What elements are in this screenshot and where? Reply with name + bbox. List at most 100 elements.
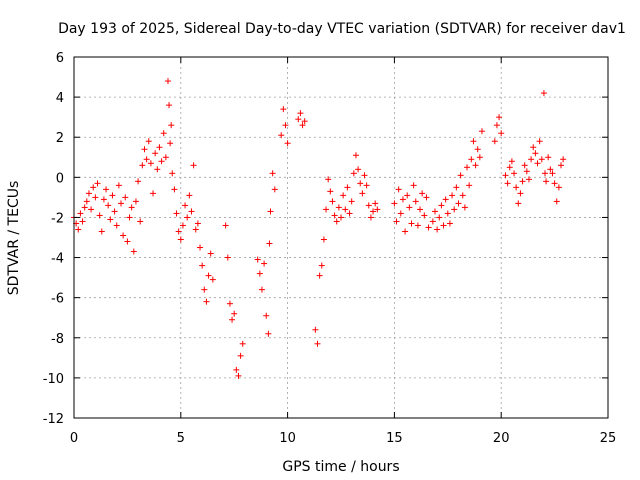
data-point	[355, 166, 362, 173]
data-point	[85, 190, 92, 197]
data-point	[179, 222, 186, 229]
data-point	[107, 216, 114, 223]
data-point	[335, 204, 342, 211]
x-tick-label: 10	[279, 431, 296, 446]
y-tick-label: -10	[43, 372, 64, 387]
data-point	[141, 146, 148, 153]
data-point	[92, 194, 99, 201]
data-point	[348, 198, 355, 205]
data-point	[333, 218, 340, 225]
data-point	[162, 154, 169, 161]
data-point	[205, 272, 212, 279]
data-point	[519, 178, 526, 185]
data-point	[111, 208, 118, 215]
data-point	[541, 170, 548, 177]
data-point	[502, 172, 509, 179]
data-point	[231, 310, 238, 317]
data-point	[175, 228, 182, 235]
data-point	[551, 180, 558, 187]
data-point	[513, 184, 520, 191]
data-point	[280, 106, 287, 113]
data-point	[419, 190, 426, 197]
data-point	[423, 194, 430, 201]
data-point	[474, 146, 481, 153]
data-point	[98, 228, 105, 235]
data-point	[254, 256, 261, 263]
data-point	[372, 200, 379, 207]
data-point	[269, 170, 276, 177]
data-point	[266, 240, 273, 247]
data-point	[130, 248, 137, 255]
x-tick-label: 5	[177, 431, 185, 446]
data-point	[229, 316, 236, 323]
data-point	[534, 160, 541, 167]
y-tick-label: 4	[56, 91, 64, 106]
data-point	[267, 208, 274, 215]
data-point	[156, 144, 163, 151]
data-point	[408, 220, 415, 227]
data-point	[417, 206, 424, 213]
data-point	[222, 222, 229, 229]
data-point	[190, 162, 197, 169]
data-point	[395, 186, 402, 193]
data-point	[338, 214, 344, 221]
data-point	[126, 214, 133, 221]
data-point	[122, 194, 129, 201]
data-point	[90, 184, 97, 191]
data-point	[367, 214, 374, 221]
data-point	[203, 298, 210, 305]
data-point	[538, 156, 545, 163]
data-point	[476, 154, 483, 161]
data-point	[192, 226, 199, 233]
plot-frame	[73, 56, 609, 419]
data-point	[511, 170, 518, 177]
y-tick-label: -12	[43, 412, 64, 427]
data-point	[135, 178, 142, 185]
data-point	[414, 222, 421, 229]
data-point	[547, 166, 554, 173]
data-point	[434, 226, 441, 233]
data-point	[431, 208, 438, 215]
data-point	[449, 192, 456, 199]
data-point	[361, 172, 368, 179]
data-point	[77, 210, 84, 217]
data-point	[530, 144, 537, 151]
data-point	[325, 176, 332, 183]
data-point	[256, 270, 263, 277]
data-point	[124, 238, 131, 245]
data-point	[194, 220, 201, 227]
data-point	[508, 158, 515, 165]
data-point	[421, 212, 428, 219]
data-point	[370, 208, 377, 215]
data-point	[532, 150, 539, 157]
y-tick-label: -4	[51, 252, 64, 267]
data-point	[299, 122, 306, 129]
data-points	[71, 78, 567, 379]
data-point	[158, 158, 165, 165]
data-point	[115, 182, 122, 189]
data-point	[329, 198, 336, 205]
data-point	[397, 210, 404, 217]
data-point	[453, 184, 460, 191]
data-point	[263, 312, 270, 319]
data-point	[523, 168, 530, 175]
data-point	[478, 128, 485, 135]
data-point	[498, 130, 505, 137]
data-point	[464, 164, 471, 171]
axis-ticks: 0 5 10 15 20 25 -12 -10 -8 -6 -4 -2 0 2 4 6	[43, 51, 617, 446]
data-point	[461, 204, 468, 211]
data-point	[83, 198, 90, 205]
data-point	[154, 166, 161, 173]
data-point	[553, 198, 560, 205]
data-point	[323, 206, 330, 213]
data-point	[438, 202, 445, 209]
data-point	[226, 300, 233, 307]
data-point	[374, 206, 381, 213]
data-point	[184, 214, 191, 221]
data-point	[506, 164, 513, 171]
data-point	[199, 262, 206, 269]
data-point	[466, 182, 473, 189]
data-point	[320, 236, 327, 243]
data-point	[393, 218, 400, 225]
